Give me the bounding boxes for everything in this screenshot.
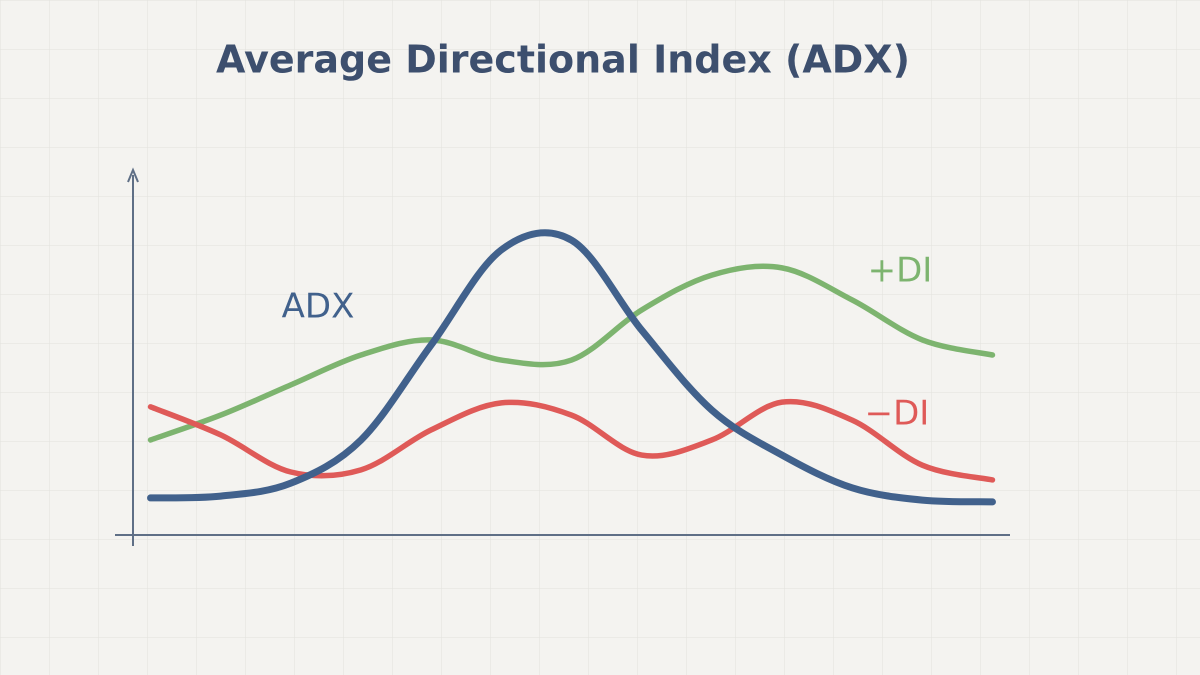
- y-axis-arrow: [127, 167, 139, 183]
- series-line: [147, 229, 996, 506]
- chart-title: Average Directional Index (ADX): [216, 38, 910, 82]
- series-line: [147, 398, 996, 483]
- series-label: ADX: [282, 287, 355, 327]
- series-label: +DI: [868, 251, 933, 291]
- plot-area: ADX +DI −DI: [147, 229, 996, 506]
- series-label: −DI: [865, 394, 930, 434]
- series-line: [147, 263, 996, 443]
